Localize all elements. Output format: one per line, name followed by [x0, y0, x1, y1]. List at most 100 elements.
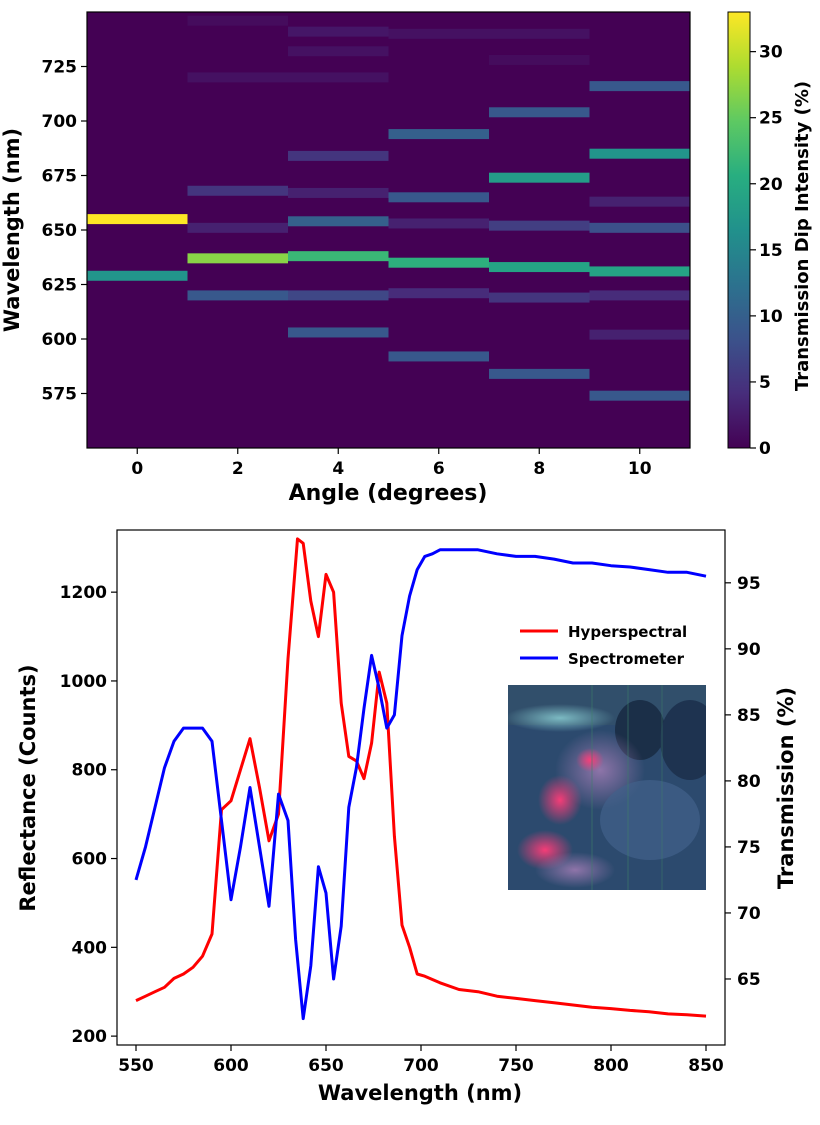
line-x-label: Wavelength (nm) — [318, 1081, 522, 1105]
colorbar-tick-label: 20 — [759, 175, 783, 195]
line-y-tick-label: 200 — [72, 1027, 108, 1047]
line-y-tick-label: 600 — [72, 850, 108, 870]
line-x-tick-label: 700 — [403, 1056, 439, 1076]
heatmap-band — [589, 266, 690, 277]
heatmap-band — [187, 185, 288, 196]
heatmap-band — [589, 81, 690, 92]
heatmap-x-tick-label: 6 — [433, 459, 445, 479]
heatmap-y-ticks: 575 600 625 650 675 700 725 — [42, 58, 87, 405]
heatmap-band — [187, 222, 288, 233]
heatmap-band — [589, 329, 690, 340]
line-x-tick-label: 650 — [308, 1056, 344, 1076]
heatmap-band — [388, 351, 489, 362]
line-y-tick-label: 1000 — [60, 672, 107, 692]
heatmap-band — [288, 150, 389, 161]
heatmap-y-tick-label: 600 — [42, 330, 78, 350]
heatmap-band — [87, 214, 188, 225]
heatmap-band — [489, 28, 590, 39]
line-x-tick-label: 750 — [498, 1056, 534, 1076]
line-y2-tick-label: 80 — [737, 772, 761, 792]
heatmap-band — [489, 262, 590, 273]
heatmap-band — [288, 327, 389, 338]
line-y2-tick-label: 70 — [737, 904, 761, 924]
heatmap-band — [589, 148, 690, 159]
heatmap-band — [489, 368, 590, 379]
colorbar-tick-label: 25 — [759, 109, 783, 129]
heatmap-x-tick-label: 8 — [533, 459, 545, 479]
colorbar-tick-label: 10 — [759, 307, 783, 327]
line-x-tick-label: 600 — [213, 1056, 249, 1076]
heatmap-band — [187, 253, 288, 264]
heatmap-band — [87, 270, 188, 281]
heatmap-band — [187, 290, 288, 301]
line-y2-tick-label: 75 — [737, 838, 761, 858]
line-y2-tick-label: 85 — [737, 706, 761, 726]
line-y-ticks: 200 400 600 800 1000 1200 — [60, 583, 117, 1047]
heatmap-band — [288, 290, 389, 301]
heatmap-band — [187, 15, 288, 26]
heatmap-y-tick-label: 700 — [42, 112, 78, 132]
heatmap-band — [489, 220, 590, 231]
series-line-spectrometer — [134, 548, 707, 1021]
line-y-label: Reflectance (Counts) — [16, 664, 40, 911]
heatmap-band — [288, 216, 389, 227]
heatmap-y-tick-label: 675 — [42, 167, 78, 187]
line-y2-tick-label: 65 — [737, 970, 761, 990]
heatmap-y-tick-label: 575 — [42, 385, 78, 405]
line-x-ticks: 550 600 650 700 750 800 850 — [118, 1045, 724, 1076]
heatmap-bands — [87, 15, 690, 401]
legend-label-spectrometer: Spectrometer — [568, 650, 685, 668]
heatmap-band — [388, 129, 489, 140]
heatmap-band — [489, 107, 590, 118]
heatmap-band — [589, 290, 690, 301]
colorbar-tick-label: 30 — [759, 43, 783, 63]
inset-hyperspectral-image — [508, 685, 706, 890]
line-series-group — [134, 537, 707, 1021]
heatmap-band — [288, 46, 389, 57]
colorbar-tick-label: 15 — [759, 241, 783, 261]
legend: Hyperspectral Spectrometer — [520, 623, 687, 668]
line-x-tick-label: 850 — [688, 1056, 724, 1076]
heatmap-x-tick-label: 10 — [628, 459, 652, 479]
legend-label-hyperspectral: Hyperspectral — [568, 623, 687, 641]
heatmap-x-label: Angle (degrees) — [289, 481, 488, 506]
heatmap-band — [589, 196, 690, 207]
heatmap-band — [288, 26, 389, 37]
heatmap-band — [288, 251, 389, 262]
heatmap-band — [589, 222, 690, 233]
heatmap-y-label: Wavelength (nm) — [0, 128, 24, 332]
heatmap-y-tick-label: 625 — [42, 276, 78, 296]
heatmap-band — [388, 192, 489, 203]
colorbar-tick-label: 0 — [759, 439, 771, 459]
line-y2-label: Transmission (%) — [774, 687, 798, 889]
heatmap-panel: 0 2 4 6 8 10 575 600 625 650 675 700 725 Angle (deg… — [0, 11, 813, 506]
heatmap-band — [489, 292, 590, 303]
heatmap-band — [288, 72, 389, 83]
heatmap-band — [489, 54, 590, 65]
heatmap-x-tick-label: 4 — [332, 459, 344, 479]
heatmap-x-tick-label: 0 — [131, 459, 143, 479]
colorbar — [727, 11, 751, 449]
line-y-tick-label: 1200 — [60, 583, 107, 603]
line-y2-tick-label: 90 — [737, 640, 761, 660]
heatmap-band — [489, 172, 590, 183]
heatmap-band — [589, 390, 690, 401]
line-y-tick-label: 400 — [72, 938, 108, 958]
heatmap-x-ticks: 0 2 4 6 8 10 — [131, 448, 652, 479]
heatmap-band — [388, 257, 489, 268]
heatmap-y-tick-label: 725 — [42, 58, 78, 78]
colorbar-ticks: 0 5 10 15 20 25 30 — [750, 43, 783, 459]
heatmap-y-tick-label: 650 — [42, 221, 78, 241]
line-y2-tick-label: 95 — [737, 574, 761, 594]
colorbar-tick-label: 5 — [759, 373, 771, 393]
series-line-hyperspectral — [135, 537, 707, 1018]
line-x-tick-label: 550 — [118, 1056, 154, 1076]
heatmap-band — [388, 218, 489, 229]
colorbar-label: Transmission Dip Intensity (%) — [792, 81, 813, 391]
line-x-tick-label: 800 — [593, 1056, 629, 1076]
line-y2-ticks: 65 70 75 80 85 90 95 — [725, 574, 761, 990]
heatmap-band — [288, 187, 389, 198]
line-panel: Hyperspectral Spectrometer 550 600 650 700 7… — [16, 529, 798, 1105]
heatmap-x-tick-label: 2 — [232, 459, 244, 479]
